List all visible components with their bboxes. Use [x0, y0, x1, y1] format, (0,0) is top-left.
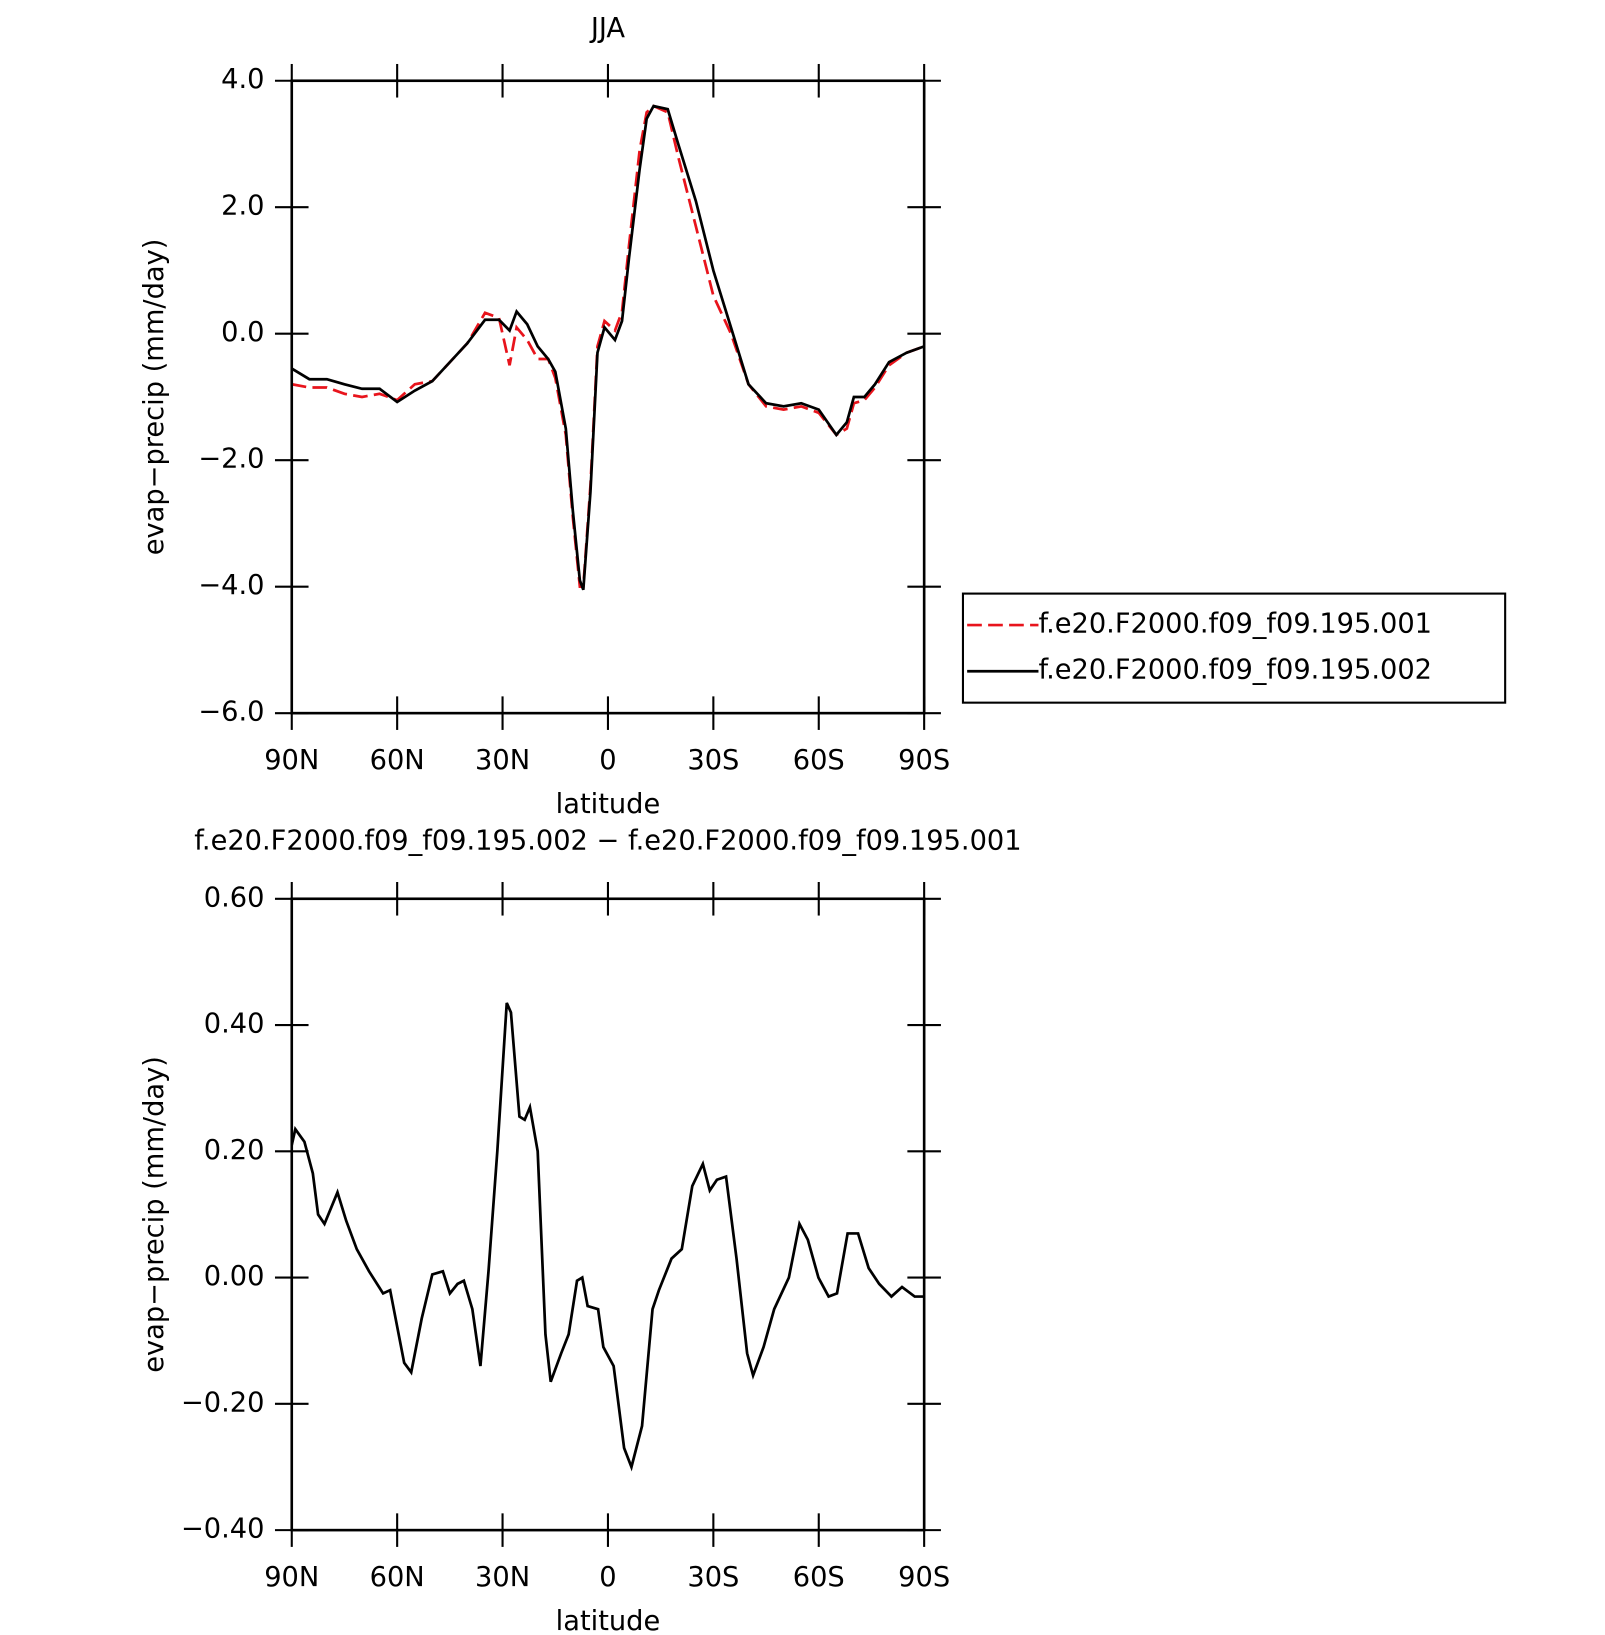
- y-axis-label: evap−precip (mm/day): [139, 239, 170, 556]
- legend-box: [961, 592, 1507, 704]
- x-tick-label: 90N: [264, 1562, 319, 1593]
- chart-title: JJA: [589, 13, 626, 44]
- x-tick-label: 30S: [687, 745, 739, 776]
- x-tick-label: 60S: [793, 745, 845, 776]
- x-tick-label: 30N: [475, 745, 530, 776]
- y-axis-label: evap−precip (mm/day): [139, 1056, 170, 1373]
- x-tick-label: 60N: [370, 745, 425, 776]
- x-tick-label: 90S: [898, 1562, 950, 1593]
- x-tick-label: 30S: [687, 1562, 739, 1593]
- y-tick-label: 0.20: [204, 1135, 265, 1166]
- x-axis-label: latitude: [556, 1606, 661, 1635]
- data-line: [290, 1002, 925, 1472]
- x-tick-label: 60N: [370, 1562, 425, 1593]
- data-line: [291, 104, 925, 591]
- y-tick-label: −6.0: [198, 697, 264, 728]
- x-tick-label: 30N: [475, 1562, 530, 1593]
- legend-label: f.e20.F2000.f09_f09.195.002: [1038, 655, 1432, 686]
- plot-frame: [290, 897, 926, 1532]
- y-tick-label: 0.40: [204, 1009, 265, 1040]
- plot-frame: [290, 79, 926, 715]
- x-tick-label: 90S: [898, 745, 950, 776]
- y-tick-label: −0.40: [181, 1514, 265, 1545]
- x-axis-label: latitude: [556, 789, 661, 820]
- y-tick-label: 2.0: [221, 191, 264, 222]
- y-tick-label: −0.20: [181, 1387, 265, 1418]
- y-tick-label: 0.0: [221, 317, 264, 348]
- x-tick-label: 0: [599, 745, 616, 776]
- legend-label: f.e20.F2000.f09_f09.195.001: [1038, 609, 1432, 640]
- y-tick-label: 0.60: [204, 882, 265, 913]
- y-tick-label: −2.0: [198, 444, 264, 475]
- x-tick-label: 60S: [793, 1562, 845, 1593]
- y-tick-label: −4.0: [198, 570, 264, 601]
- chart-title: f.e20.F2000.f09_f09.195.002 − f.e20.F200…: [194, 826, 1021, 857]
- x-tick-label: 0: [599, 1562, 616, 1593]
- data-line: [291, 104, 925, 589]
- x-tick-label: 90N: [264, 745, 319, 776]
- y-tick-label: 4.0: [221, 64, 264, 95]
- y-tick-label: 0.00: [204, 1261, 265, 1292]
